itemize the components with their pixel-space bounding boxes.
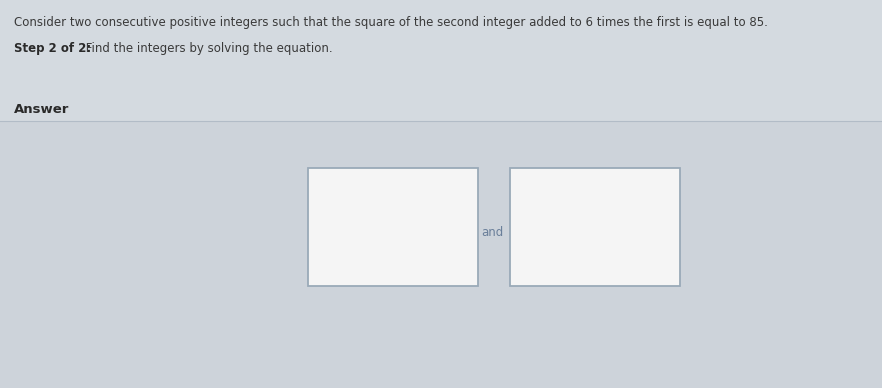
Text: Step 2 of 2:: Step 2 of 2: [14, 42, 91, 55]
Text: and: and [481, 225, 503, 239]
Bar [308, 168, 478, 286]
Text: Answer: Answer [14, 103, 70, 116]
Text: Find the integers by solving the equation.: Find the integers by solving the equatio… [82, 42, 333, 55]
Text: Consider two consecutive positive integers such that the square of the second in: Consider two consecutive positive intege… [14, 16, 768, 29]
Bar [0, 0, 882, 121]
Bar [510, 168, 680, 286]
